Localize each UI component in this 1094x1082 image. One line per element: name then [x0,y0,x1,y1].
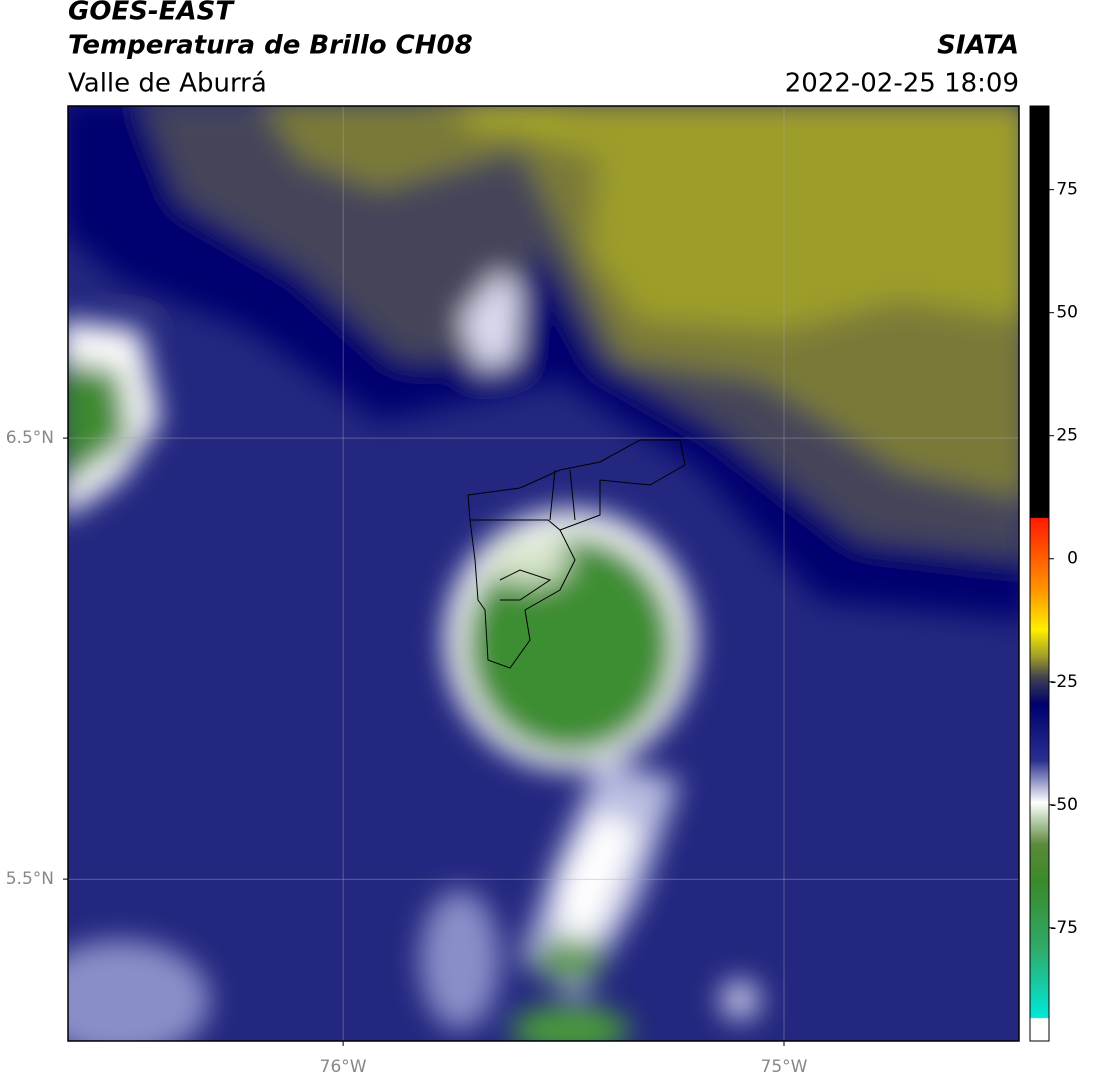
source: SIATA [937,31,1019,61]
lon-label: 76°W [320,1057,367,1077]
colorbar [1029,105,1050,1042]
colorbar-tick-label: 75 [1056,180,1078,200]
datetime: 2022-02-25 18:09 [785,69,1019,99]
region: Valle de Aburrá [68,69,267,99]
colorbar-ticks: 75 50 25 0 -25 -50 -75 [1049,180,1078,938]
graticule: 76°W 75°W 6.5°N 5.5°N [6,106,1019,1077]
lat-label: 6.5°N [6,428,54,448]
colorbar-tick-label: -50 [1050,795,1078,815]
map-frame [67,105,1020,1042]
lat-label: 5.5°N [6,869,54,889]
title: GOES-EAST [68,0,235,27]
colorbar-tick-label: 25 [1056,426,1078,446]
colorbar-tick-label: 0 [1067,549,1078,569]
subtitle: Temperatura de Brillo CH08 [68,31,473,61]
colorbar-tick-label: -75 [1050,918,1078,938]
lon-label: 75°W [761,1057,808,1077]
colorbar-tick-label: -25 [1050,672,1078,692]
map-image [68,106,1019,1041]
colorbar-tick-label: 50 [1056,303,1078,323]
